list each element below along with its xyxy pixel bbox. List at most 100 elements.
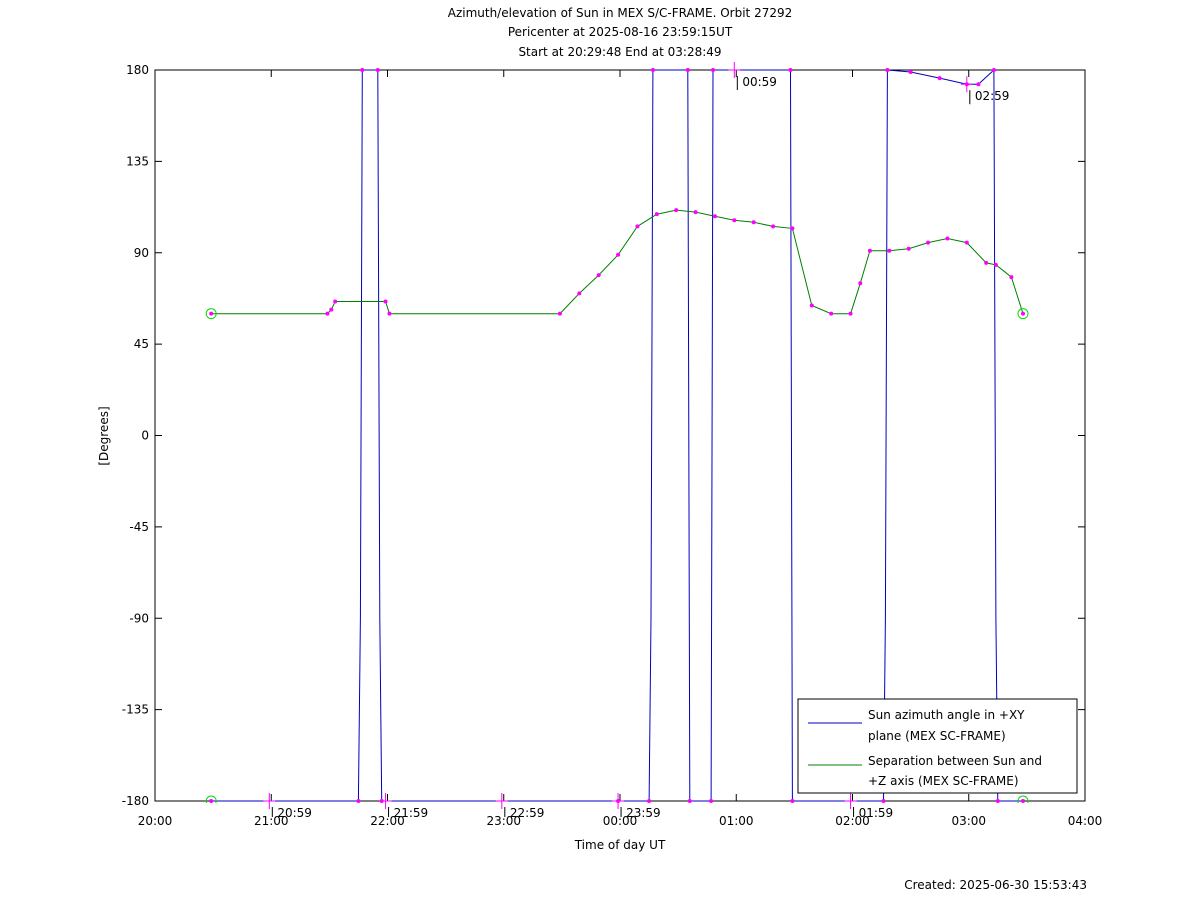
data-point-separation bbox=[693, 210, 698, 215]
data-point-separation bbox=[771, 224, 776, 229]
data-point-azimuth bbox=[790, 799, 795, 803]
y-tick-label: 45 bbox=[134, 337, 149, 351]
data-point-azimuth bbox=[650, 68, 655, 72]
data-point-separation bbox=[209, 311, 214, 316]
data-point-separation bbox=[964, 240, 969, 245]
x-tick-label: 04:00 bbox=[1068, 814, 1103, 828]
data-point-separation bbox=[829, 311, 834, 316]
data-point-separation bbox=[1009, 275, 1014, 280]
data-point-separation bbox=[333, 299, 338, 304]
created-timestamp: Created: 2025-06-30 15:53:43 bbox=[904, 878, 1087, 892]
data-point-azimuth bbox=[687, 799, 692, 803]
data-point-azimuth bbox=[908, 70, 913, 75]
data-point-separation bbox=[887, 248, 892, 253]
data-point-azimuth bbox=[709, 799, 714, 803]
data-point-azimuth bbox=[375, 68, 380, 72]
x-axis: 20:00 21:00 22:00 23:00 00:00 01:00 02:00 03:00… bbox=[138, 70, 1103, 828]
data-point-separation bbox=[383, 299, 388, 304]
chart-title-line-2: Pericenter at 2025-08-16 23:59:15UT bbox=[508, 25, 733, 39]
x-tick-label: 02:00 bbox=[835, 814, 870, 828]
data-point-separation bbox=[926, 240, 931, 245]
data-point-separation bbox=[906, 246, 911, 251]
data-point-separation bbox=[616, 252, 621, 257]
x-axis-label: Time of day UT bbox=[574, 838, 666, 852]
data-point-azimuth bbox=[1021, 799, 1025, 803]
data-point-azimuth bbox=[937, 76, 942, 81]
annotation-label: 02:59 bbox=[975, 89, 1010, 103]
x-tick-label: 00:00 bbox=[603, 814, 638, 828]
data-point-separation bbox=[329, 307, 334, 312]
endpoint-marker bbox=[1017, 308, 1029, 320]
data-point-azimuth bbox=[356, 799, 361, 803]
data-point-separation bbox=[674, 208, 679, 213]
y-axis-label: [Degrees] bbox=[97, 406, 111, 465]
series-line-azimuth bbox=[211, 68, 1023, 802]
annotation-label: 01:59 bbox=[859, 806, 894, 820]
series-line-separation bbox=[211, 209, 1024, 315]
data-point-separation bbox=[387, 311, 392, 316]
legend-label-azimuth-line-1: Sun azimuth angle in +XY bbox=[868, 708, 1025, 722]
data-point-separation bbox=[577, 291, 582, 296]
y-tick-label: 180 bbox=[126, 63, 149, 77]
y-tick-label: 0 bbox=[141, 429, 149, 443]
endpoint-marker bbox=[205, 308, 217, 320]
data-point-azimuth bbox=[685, 68, 690, 72]
data-point-separation bbox=[654, 212, 659, 217]
y-tick-label: -90 bbox=[129, 611, 149, 625]
y-tick-label: -135 bbox=[122, 703, 149, 717]
x-tick-label: 20:00 bbox=[138, 814, 173, 828]
data-point-azimuth bbox=[885, 68, 890, 72]
data-point-separation bbox=[858, 281, 863, 286]
data-point-separation bbox=[732, 218, 737, 223]
legend-label-separation-line-1: Separation between Sun and bbox=[868, 754, 1042, 768]
data-point-azimuth bbox=[881, 799, 886, 803]
annotation-label: 23:59 bbox=[626, 806, 661, 820]
data-point-separation bbox=[712, 214, 717, 219]
data-point-separation bbox=[325, 311, 330, 316]
data-point-azimuth bbox=[995, 799, 1000, 803]
data-point-separation bbox=[790, 226, 795, 231]
annotation-label: 21:59 bbox=[394, 806, 429, 820]
data-point-azimuth bbox=[991, 68, 996, 72]
data-point-separation bbox=[557, 311, 562, 316]
annotation-label: 20:59 bbox=[277, 806, 312, 820]
data-point-azimuth bbox=[647, 799, 652, 803]
annotation-label: 00:59 bbox=[742, 75, 777, 89]
data-point-azimuth bbox=[360, 68, 365, 72]
annotation-label: 22:59 bbox=[510, 806, 545, 820]
y-tick-label: 90 bbox=[134, 246, 149, 260]
chart-title: Azimuth/elevation of Sun in MEX S/C-FRAM… bbox=[448, 6, 793, 59]
data-point-separation bbox=[993, 262, 998, 267]
x-tick-label: 23:00 bbox=[486, 814, 521, 828]
data-point-separation bbox=[984, 260, 989, 265]
y-tick-label: -180 bbox=[122, 794, 149, 808]
x-tick-label: 03:00 bbox=[951, 814, 986, 828]
x-tick-label: 22:00 bbox=[370, 814, 405, 828]
x-tick-label: 21:00 bbox=[254, 814, 289, 828]
data-point-separation bbox=[848, 311, 853, 316]
legend-label-azimuth-line-2: plane (MEX SC-FRAME) bbox=[868, 729, 1006, 743]
legend-box bbox=[797, 698, 1078, 794]
legend-label-separation-line-2: +Z axis (MEX SC-FRAME) bbox=[868, 774, 1019, 788]
data-point-separation bbox=[945, 236, 950, 241]
time-annotations: 20:59 21:59 22:59 23:59 00:59 01:59 02:59 bbox=[263, 62, 1009, 820]
data-point-azimuth bbox=[976, 82, 981, 87]
data-point-separation bbox=[596, 273, 601, 278]
data-point-separation bbox=[635, 224, 640, 229]
plot-area bbox=[154, 69, 1086, 802]
legend: Sun azimuth angle in +XY plane (MEX SC-F… bbox=[797, 698, 1078, 794]
endpoint-marker bbox=[205, 795, 217, 803]
data-point-azimuth bbox=[209, 799, 214, 803]
x-tick-label: 01:00 bbox=[719, 814, 754, 828]
data-point-separation bbox=[751, 220, 756, 225]
y-tick-label: -45 bbox=[129, 520, 149, 534]
data-point-separation bbox=[867, 248, 872, 253]
data-point-azimuth bbox=[788, 68, 793, 72]
data-point-separation bbox=[1021, 311, 1025, 316]
y-tick-label: 135 bbox=[126, 154, 149, 168]
data-point-separation bbox=[809, 303, 814, 308]
data-point-azimuth bbox=[711, 68, 715, 72]
chart-title-line-1: Azimuth/elevation of Sun in MEX S/C-FRAM… bbox=[448, 6, 793, 20]
chart-title-line-3: Start at 20:29:48 End at 03:28:49 bbox=[518, 45, 721, 59]
